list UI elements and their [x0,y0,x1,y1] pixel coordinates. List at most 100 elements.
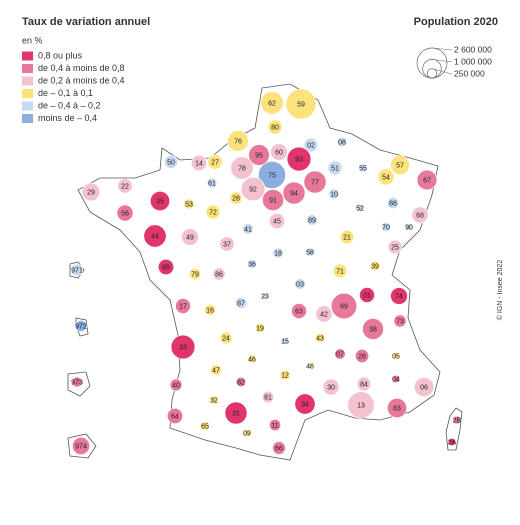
legend-swatch [22,89,33,98]
departement-code: 13 [357,402,365,409]
departement-bubble [393,314,407,328]
departement-bubble [281,337,289,345]
departement-bubble [219,331,233,345]
legend-swatch [22,51,33,61]
departement-code: 47 [212,367,220,374]
departement-bubble [183,198,195,210]
size-legend-circle [416,47,448,79]
departement-code: 06 [420,384,428,391]
departement-bubble [248,144,270,166]
departement-code: 66 [275,445,283,452]
departement-code: 30 [327,384,335,391]
departement-bubble [247,259,257,269]
departement-bubble [242,223,254,235]
departement-bubble [143,224,167,248]
departement-bubble [306,214,318,226]
departement-bubble [272,247,284,259]
departement-bubble [387,239,403,255]
departement-bubble [355,203,365,213]
departement-code: 42 [320,311,328,318]
departement-code: 35 [156,198,164,205]
departement-bubble [347,391,375,419]
departement-bubble [116,204,134,222]
departement-code: 76 [234,138,242,145]
departement-code: 90 [405,224,413,231]
departement-bubble [269,419,281,431]
departement-code: 12 [281,372,289,379]
france-outline [77,83,441,461]
departement-code: 39 [371,263,379,270]
subtitle: en % [22,35,43,45]
departement-bubble [164,155,178,169]
departement-code: 91 [269,197,277,204]
departement-bubble [267,119,283,135]
departement-code: 61 [208,180,216,187]
departement-bubble [294,393,316,415]
departement-code: 971 [71,267,83,274]
departement-bubble [200,421,210,431]
departement-code: 19 [256,325,264,332]
departement-bubble [181,228,199,246]
departement-code: 92 [249,186,257,193]
departement-code: 63 [295,308,303,315]
departement-code: 81 [264,394,272,401]
departement-bubble [75,320,87,332]
departement-code: 21 [343,234,351,241]
departement-code: 64 [171,413,179,420]
departement-bubble [272,441,286,455]
departement-bubble [207,154,223,170]
departement-code: 07 [336,351,344,358]
departement-bubble [362,318,384,340]
departement-code: 01 [363,292,371,299]
departement-bubble [377,168,395,186]
departement-code: 09 [243,430,251,437]
departement-code: 03 [296,281,304,288]
departement-code: 46 [248,356,256,363]
departement-bubble [305,247,315,257]
departement-code: 44 [151,233,159,240]
size-legend-leader [431,47,453,51]
size-legend-label: 1 000 000 [454,56,492,66]
departement-code: 79 [191,271,199,278]
departement-bubble [356,376,372,392]
size-legend-label: 250 000 [454,68,485,78]
departement-code: 2B [453,417,462,424]
departement-bubble [258,161,286,189]
departement-bubble [240,176,266,202]
departement-code: 58 [306,249,314,256]
departement-code: 72 [209,209,217,216]
size-legend-leader [431,68,453,75]
departement-code: 55 [359,165,367,172]
departement-bubble [209,395,219,405]
departement-bubble [294,278,306,290]
departement-code: 14 [195,160,203,167]
departement-code: 11 [271,422,278,429]
departement-code: 70 [382,224,390,231]
departement-bubble [334,348,346,360]
departement-bubble [354,348,370,364]
departement-code: 95 [255,152,263,159]
departement-code: 50 [167,159,175,166]
departement-bubble [247,354,257,364]
departement-code: 08 [338,139,346,146]
departement-code: 74 [395,293,403,300]
departement-code: 43 [316,335,324,342]
departement-bubble [291,303,307,319]
departement-code: 27 [211,159,219,166]
departement-bubble [204,304,216,316]
departement-code: 36 [248,261,256,268]
departement-code: 26 [358,353,366,360]
departement-code: 15 [281,338,289,345]
legend-label: de 0,2 à moins de 0,4 [38,75,125,85]
legend-label: de 0,4 à moins de 0,8 [38,63,125,73]
departement-code: 94 [290,190,298,197]
departement-bubble [235,376,247,388]
departement-bubble [189,268,201,280]
departement-code: 88 [389,200,397,207]
departement-code: 83 [393,405,401,412]
departement-code: 22 [121,183,129,190]
departement-code: 48 [306,363,314,370]
departement-code: 05 [392,353,400,360]
departement-code: 56 [121,210,129,217]
